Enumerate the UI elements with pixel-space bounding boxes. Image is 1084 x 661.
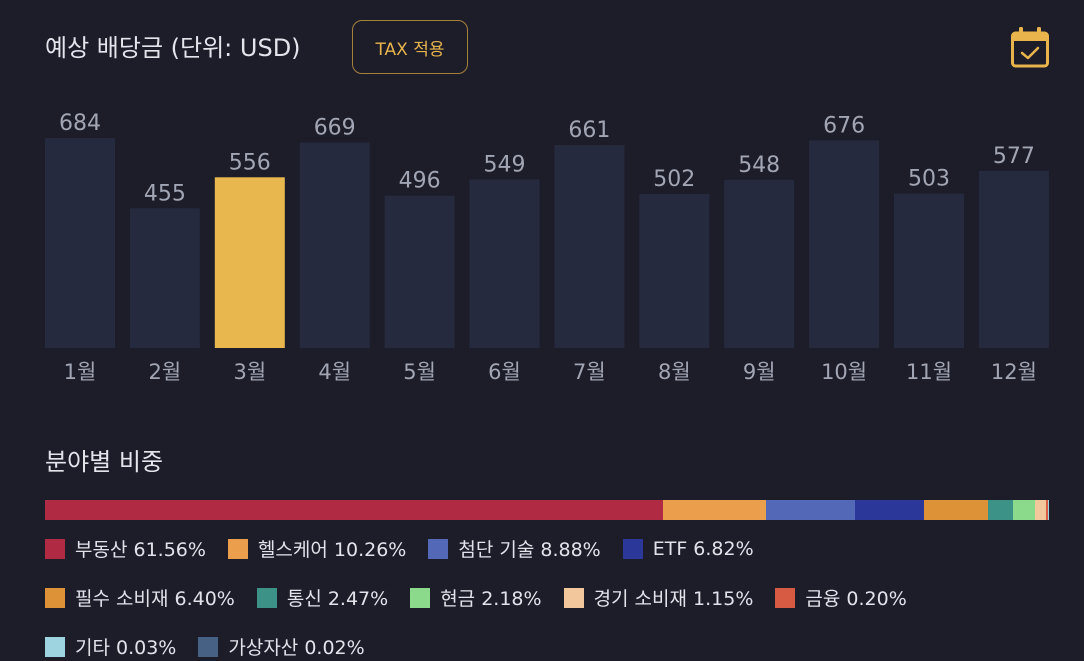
bar-value-label: 496 [399,169,441,194]
sector-segment [1013,500,1035,520]
legend-item: 부동산 61.56% [45,534,206,563]
legend-item: 통신 2.47% [257,583,388,612]
legend-swatch [45,588,65,608]
month-label: 4월 [318,360,351,384]
month-label: 1월 [64,360,97,384]
sector-segment [855,500,923,520]
bar-8[interactable] [639,194,709,348]
month-label: 8월 [658,360,691,384]
legend-swatch [564,588,584,608]
legend-label: 기타 0.03% [75,633,176,660]
legend-item: 기타 0.03% [45,632,176,661]
bar-value-label: 455 [144,181,186,206]
bar-value-label: 661 [568,118,610,143]
sector-segment [663,500,766,520]
bar-9[interactable] [724,180,794,348]
legend-item: 헬스케어 10.26% [228,534,406,563]
legend-swatch [623,539,643,559]
legend-swatch [410,588,430,608]
legend-label: 가상자산 0.02% [228,633,364,660]
bar-4[interactable] [300,143,370,348]
bar-11[interactable] [894,194,964,348]
legend-item: ETF 6.82% [623,534,754,563]
month-label: 10월 [821,360,867,384]
month-label: 12월 [991,360,1037,384]
bar-value-label: 502 [653,167,695,192]
legend-item: 필수 소비재 6.40% [45,583,235,612]
bar-12[interactable] [979,171,1049,348]
sector-stacked-bar [45,500,1049,520]
bar-3[interactable] [215,177,285,348]
legend-swatch [198,637,218,657]
legend-swatch [428,539,448,559]
bar-value-label: 503 [908,167,950,192]
sector-section-title: 분야별 비중 [45,442,163,477]
sector-segment [766,500,855,520]
month-label: 5월 [403,360,436,384]
legend-item: 경기 소비재 1.15% [564,583,754,612]
sector-segment [924,500,988,520]
legend-label: 필수 소비재 6.40% [75,584,235,611]
bar-value-label: 669 [314,116,356,141]
month-label: 2월 [149,360,182,384]
bar-10[interactable] [809,140,879,348]
legend-label: 첨단 기술 8.88% [458,535,600,562]
bar-7[interactable] [554,145,624,348]
legend-item: 가상자산 0.02% [198,632,364,661]
sector-segment [988,500,1013,520]
month-label: 9월 [743,360,776,384]
legend-label: 통신 2.47% [287,584,388,611]
legend-item: 현금 2.18% [410,583,541,612]
bar-value-label: 548 [738,153,780,178]
bar-value-label: 577 [993,144,1035,169]
sector-legend: 부동산 61.56% 헬스케어 10.26% 첨단 기술 8.88% ETF 6.82… [45,534,1049,661]
bar-value-label: 556 [229,150,271,175]
bar-6[interactable] [470,179,540,348]
bar-value-label: 676 [823,113,865,138]
legend-label: 헬스케어 10.26% [258,535,406,562]
legend-swatch [45,637,65,657]
legend-label: 부동산 61.56% [75,535,206,562]
month-label: 6월 [488,360,521,384]
legend-swatch [45,539,65,559]
sector-segment [45,500,663,520]
sector-segment [1035,500,1047,520]
bar-5[interactable] [385,196,455,348]
legend-label: ETF 6.82% [653,538,754,560]
bar-2[interactable] [130,208,200,348]
legend-label: 현금 2.18% [440,584,541,611]
monthly-dividend-chart: 684 1월 455 2월 556 3월 669 4월 496 5월 549 6월 661 7월 502 8월… [0,0,1084,400]
month-label: 3월 [233,360,266,384]
legend-label: 금융 0.20% [805,584,906,611]
bar-value-label: 549 [484,152,526,177]
legend-label: 경기 소비재 1.15% [594,584,754,611]
legend-item: 첨단 기술 8.88% [428,534,600,563]
legend-swatch [257,588,277,608]
legend-swatch [228,539,248,559]
bar-1[interactable] [45,138,115,348]
legend-swatch [775,588,795,608]
bar-value-label: 684 [59,111,101,136]
month-label: 7월 [573,360,606,384]
legend-item: 금융 0.20% [775,583,906,612]
month-label: 11월 [906,360,952,384]
